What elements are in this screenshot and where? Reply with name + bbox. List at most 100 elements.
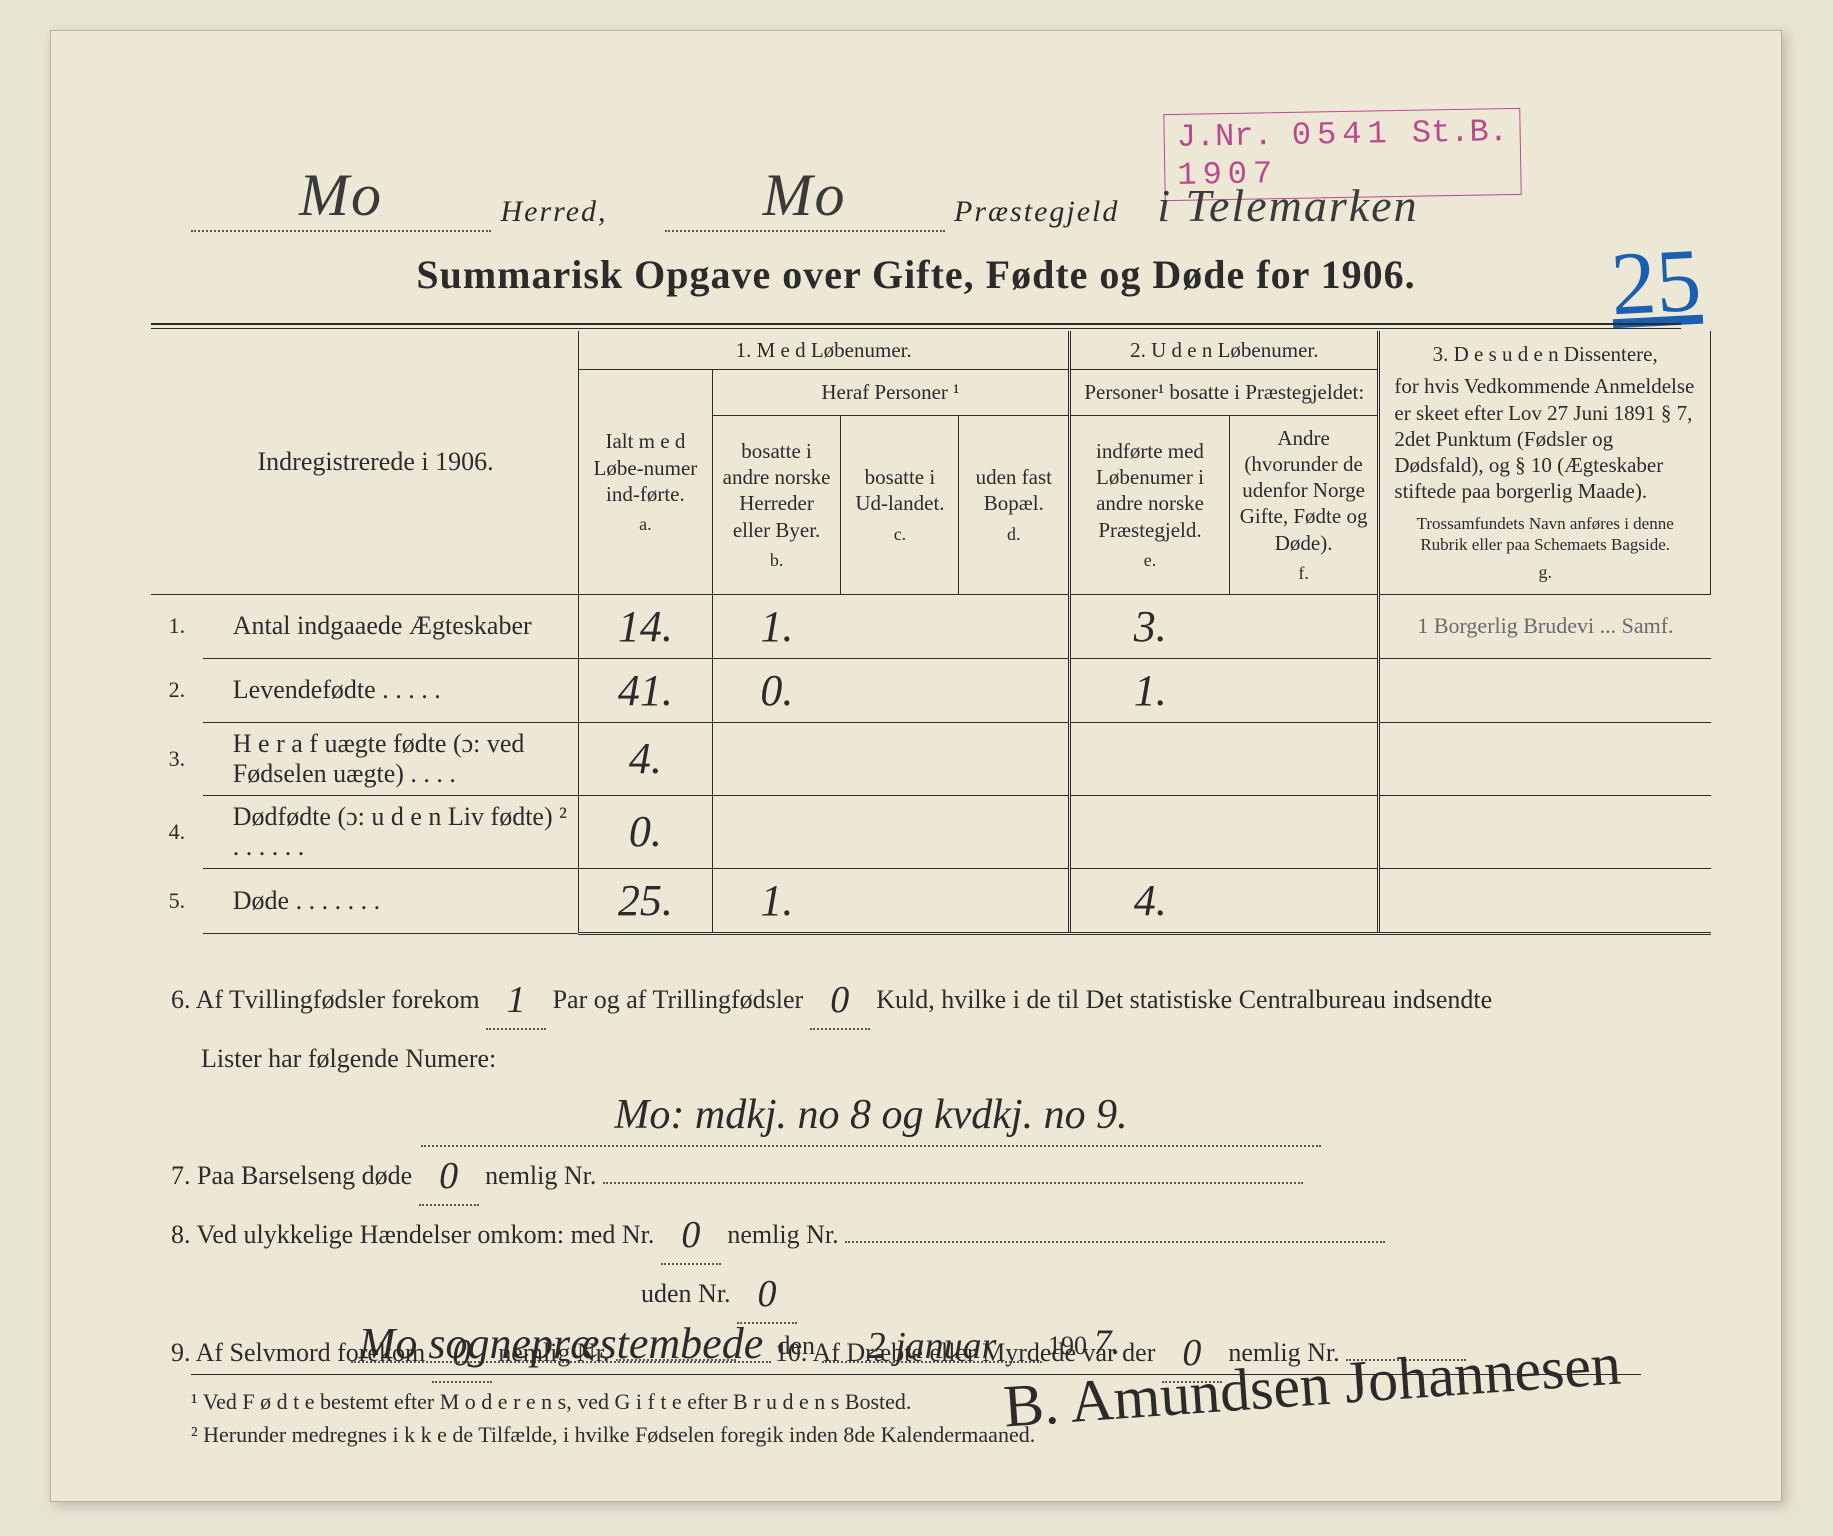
stamp-jnr-label: J.Nr. bbox=[1176, 117, 1273, 156]
col-c-label: bosatte i Ud-landet. bbox=[855, 465, 944, 515]
line7-post: nemlig Nr. bbox=[485, 1161, 596, 1190]
row-label: Levendefødte . . . . . bbox=[203, 658, 579, 722]
signature-place: Mo sognepræstembede bbox=[359, 1319, 764, 1368]
cell-b: 0. bbox=[760, 666, 793, 715]
summary-table: Indregistrerede i 1906. 1. M e d Løbenum… bbox=[151, 331, 1711, 935]
line6-mid: Par og af Trillingfødsler bbox=[553, 985, 804, 1014]
stub-header: Indregistrerede i 1906. bbox=[151, 331, 579, 594]
cell-a: 25. bbox=[618, 876, 673, 925]
col-d-header: uden fast Bopæl. d. bbox=[959, 415, 1070, 594]
cell-e: 1. bbox=[1134, 666, 1167, 715]
col-c-header: bosatte i Ud-landet. c. bbox=[841, 415, 959, 594]
line-6b: Lister har følgende Numere: Mo: mdkj. no… bbox=[171, 1030, 1661, 1146]
cell-g bbox=[1379, 658, 1711, 722]
group3-header: 3. D e s u d e n Dissentere, for hvis Ve… bbox=[1379, 331, 1711, 594]
cell-e: 4. bbox=[1134, 876, 1167, 925]
line6b-val: Mo: mdkj. no 8 og kvdkj. no 9. bbox=[614, 1092, 1127, 1138]
heraf-personer-header: Heraf Personer ¹ bbox=[712, 370, 1070, 415]
col-b-letter: b. bbox=[721, 549, 833, 572]
cell-g: 1 Borgerlig Brudevi ... Samf. bbox=[1379, 594, 1711, 658]
signature-date: 2 januar bbox=[867, 1325, 997, 1367]
group1-header: 1. M e d Løbenumer. bbox=[579, 331, 1070, 370]
cell-g bbox=[1379, 722, 1711, 795]
cell-a: 0. bbox=[629, 807, 662, 856]
table-row: 4. Dødfødte (ɔ: u d e n Liv fødte) ² . .… bbox=[151, 795, 1711, 868]
line-7: 7. Paa Barselseng døde 0 nemlig Nr. bbox=[171, 1147, 1661, 1206]
col-f-header: Andre (hvorunder de udenfor Norge Gifte,… bbox=[1229, 415, 1379, 594]
cell-b: 1. bbox=[760, 876, 793, 925]
praestegjeld-value: Mo bbox=[763, 162, 847, 228]
year-suffix: 7. bbox=[1094, 1322, 1121, 1362]
table-row: 5. Døde . . . . . . . 25. 1. 4. bbox=[151, 868, 1711, 933]
stamp-st: St.B. bbox=[1411, 113, 1508, 152]
cell-g bbox=[1379, 795, 1711, 868]
document-page: J.Nr. 0541 St.B. 1907 25 Mo Herred, Mo P… bbox=[50, 30, 1782, 1502]
cell-a: 4. bbox=[629, 734, 662, 783]
header-row-1: Indregistrerede i 1906. 1. M e d Løbenum… bbox=[151, 331, 1711, 370]
col-a-header: Ialt m e d Løbe-numer ind-førte. a. bbox=[579, 370, 713, 594]
year-prefix: 190 bbox=[1048, 1331, 1087, 1360]
col-g-letter: g. bbox=[1394, 561, 1696, 584]
row-label: Dødfødte (ɔ: u d e n Liv fødte) ² . . . … bbox=[203, 795, 579, 868]
line7-val: 0 bbox=[439, 1155, 458, 1197]
row-label: Døde . . . . . . . bbox=[203, 868, 579, 933]
line-8: 8. Ved ulykkelige Hændelser omkom: med N… bbox=[171, 1206, 1661, 1324]
region-script: i Telemarken bbox=[1157, 180, 1418, 231]
group3-note: Trossamfundets Navn anføres i denne Rubr… bbox=[1394, 513, 1696, 556]
table-row: 2. Levendefødte . . . . . 41. 0. 1. bbox=[151, 658, 1711, 722]
praestegjeld-label: Præstegjeld bbox=[954, 195, 1119, 228]
line6-trip: 0 bbox=[830, 979, 849, 1021]
line8-med: 0 bbox=[681, 1214, 700, 1256]
footnote-1: ¹ Ved F ø d t e bestemt efter M o d e r … bbox=[191, 1385, 1641, 1418]
cell-e: 3. bbox=[1134, 602, 1167, 651]
header-line: Mo Herred, Mo Præstegjeld i Telemarken bbox=[191, 161, 1661, 232]
col-d-label: uden fast Bopæl. bbox=[976, 465, 1052, 515]
line6-post: Kuld, hvilke i de til Det statistiske Ce… bbox=[876, 985, 1492, 1014]
line-6: 6. Af Tvillingfødsler forekom 1 Par og a… bbox=[171, 971, 1661, 1030]
col-b-header: bosatte i andre norske Herreder eller By… bbox=[712, 415, 841, 594]
line8b-pre: uden Nr. bbox=[171, 1279, 731, 1308]
line8b-val: 0 bbox=[758, 1273, 777, 1315]
row-num: 5. bbox=[151, 868, 203, 933]
line6-pre: 6. Af Tvillingfødsler forekom bbox=[171, 985, 480, 1014]
col-e-label: indførte med Løbenumer i andre norske Pr… bbox=[1096, 439, 1204, 542]
row-num: 1. bbox=[151, 594, 203, 658]
personer2-header: Personer¹ bosatte i Præstegjeldet: bbox=[1070, 370, 1379, 415]
col-e-header: indførte med Løbenumer i andre norske Pr… bbox=[1070, 415, 1230, 594]
cell-g bbox=[1379, 868, 1711, 933]
group2-header: 2. U d e n Løbenumer. bbox=[1070, 331, 1379, 370]
line6b-pre: Lister har følgende Numere: bbox=[201, 1044, 496, 1073]
col-f-letter: f. bbox=[1238, 562, 1370, 585]
table-row: 3. H e r a f uægte fødte (ɔ: ved Fødsele… bbox=[151, 722, 1711, 795]
row-label: H e r a f uægte fødte (ɔ: ved Fødselen u… bbox=[203, 722, 579, 795]
herred-label: Herred, bbox=[501, 195, 608, 228]
stamp-jnr: 0541 bbox=[1291, 115, 1392, 154]
col-a-letter: a. bbox=[587, 513, 704, 536]
col-a-label: Ialt m e d Løbe-numer ind-førte. bbox=[594, 429, 698, 506]
herred-value: Mo bbox=[299, 162, 383, 228]
cell-b: 1. bbox=[760, 602, 793, 651]
col-e-letter: e. bbox=[1079, 549, 1221, 572]
line8-mid: nemlig Nr. bbox=[727, 1220, 838, 1249]
table-row: 1. Antal indgaaede Ægteskaber 14. 1. 3. … bbox=[151, 594, 1711, 658]
row-num: 3. bbox=[151, 722, 203, 795]
rule-top bbox=[151, 323, 1681, 329]
line7-pre: 7. Paa Barselseng døde bbox=[171, 1161, 412, 1190]
col-b-label: bosatte i andre norske Herreder eller By… bbox=[723, 439, 831, 542]
den-label: den bbox=[778, 1331, 816, 1360]
line6-twin: 1 bbox=[507, 979, 526, 1021]
row-num: 2. bbox=[151, 658, 203, 722]
document-title: Summarisk Opgave over Gifte, Fødte og Dø… bbox=[51, 251, 1781, 298]
footnote-2: ² Herunder medregnes i k k e de Tilfælde… bbox=[191, 1418, 1641, 1451]
row-label: Antal indgaaede Ægteskaber bbox=[203, 594, 579, 658]
cell-a: 14. bbox=[618, 602, 673, 651]
footnotes: ¹ Ved F ø d t e bestemt efter M o d e r … bbox=[191, 1374, 1641, 1451]
cell-a: 41. bbox=[618, 666, 673, 715]
col-f-label: Andre (hvorunder de udenfor Norge Gifte,… bbox=[1240, 426, 1368, 555]
col-d-letter: d. bbox=[967, 523, 1060, 546]
col-c-letter: c. bbox=[849, 523, 950, 546]
group3-title: 3. D e s u d e n Dissentere, bbox=[1394, 341, 1696, 367]
line8-pre: 8. Ved ulykkelige Hændelser omkom: med N… bbox=[171, 1220, 654, 1249]
row-num: 4. bbox=[151, 795, 203, 868]
group3-body: for hvis Vedkommende Anmeldelse er skeet… bbox=[1394, 373, 1696, 504]
